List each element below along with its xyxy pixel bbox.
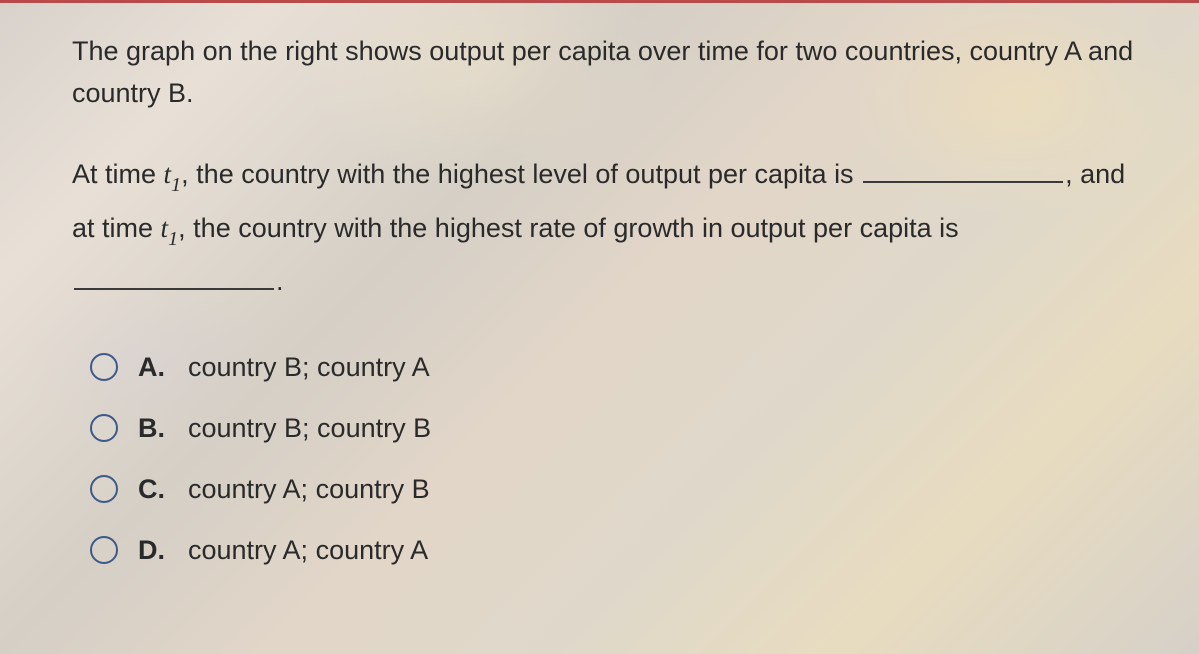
question-intro: The graph on the right shows output per … [72,31,1151,115]
option-text: country B; country B [188,413,431,444]
option-b[interactable]: B. country B; country B [90,413,1151,444]
stem-text: , the country with the highest level of … [181,159,853,189]
stem-text: At time [72,159,164,189]
question-block: The graph on the right shows output per … [72,31,1151,566]
option-text: country B; country A [188,352,430,383]
question-stem: At time t1, the country with the highest… [72,149,1151,308]
fill-blank-1 [863,160,1063,183]
option-letter: B. [138,413,168,444]
option-letter: A. [138,352,168,383]
var-t1: t1 [164,159,182,189]
radio-icon[interactable] [90,414,118,442]
option-letter: C. [138,474,168,505]
option-a[interactable]: A. country B; country A [90,352,1151,383]
option-d[interactable]: D. country A; country A [90,535,1151,566]
radio-icon[interactable] [90,475,118,503]
option-text: country A; country B [188,474,430,505]
option-c[interactable]: C. country A; country B [90,474,1151,505]
option-text: country A; country A [188,535,428,566]
stem-text: , the country with the highest rate of g… [178,213,958,243]
radio-icon[interactable] [90,353,118,381]
answer-options: A. country B; country A B. country B; co… [72,352,1151,566]
radio-icon[interactable] [90,536,118,564]
fill-blank-2 [74,267,274,290]
option-letter: D. [138,535,168,566]
var-t1: t1 [161,213,179,243]
stem-end: . [276,266,284,296]
